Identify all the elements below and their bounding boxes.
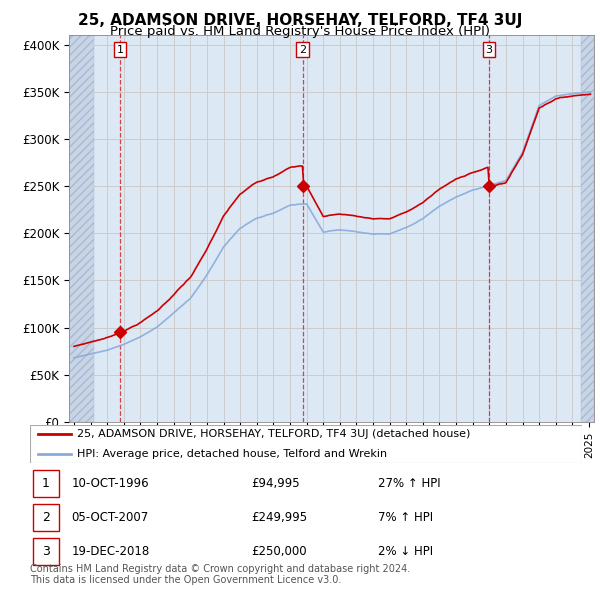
Text: 05-OCT-2007: 05-OCT-2007	[71, 511, 149, 525]
Text: 1: 1	[116, 44, 124, 54]
Text: 3: 3	[485, 44, 493, 54]
Bar	[69, 35, 94, 422]
Text: Contains HM Land Registry data © Crown copyright and database right 2024.
This d: Contains HM Land Registry data © Crown c…	[30, 563, 410, 585]
Text: 27% ↑ HPI: 27% ↑ HPI	[378, 477, 440, 490]
Text: 7% ↑ HPI: 7% ↑ HPI	[378, 511, 433, 525]
Text: 2% ↓ HPI: 2% ↓ HPI	[378, 545, 433, 558]
Text: Price paid vs. HM Land Registry's House Price Index (HPI): Price paid vs. HM Land Registry's House …	[110, 25, 490, 38]
FancyBboxPatch shape	[33, 538, 59, 565]
Text: £249,995: £249,995	[251, 511, 307, 525]
Text: HPI: Average price, detached house, Telford and Wrekin: HPI: Average price, detached house, Telf…	[77, 448, 387, 458]
Text: 19-DEC-2018: 19-DEC-2018	[71, 545, 149, 558]
FancyBboxPatch shape	[33, 504, 59, 531]
Text: 25, ADAMSON DRIVE, HORSEHAY, TELFORD, TF4 3UJ (detached house): 25, ADAMSON DRIVE, HORSEHAY, TELFORD, TF…	[77, 430, 470, 440]
Bar	[581, 35, 594, 422]
Text: 1: 1	[42, 477, 50, 490]
Text: £94,995: £94,995	[251, 477, 299, 490]
Text: £250,000: £250,000	[251, 545, 307, 558]
FancyBboxPatch shape	[30, 425, 582, 463]
Text: 3: 3	[42, 545, 50, 558]
FancyBboxPatch shape	[33, 470, 59, 497]
Text: 25, ADAMSON DRIVE, HORSEHAY, TELFORD, TF4 3UJ: 25, ADAMSON DRIVE, HORSEHAY, TELFORD, TF…	[78, 13, 522, 28]
Text: 2: 2	[299, 44, 306, 54]
Text: 10-OCT-1996: 10-OCT-1996	[71, 477, 149, 490]
Text: 2: 2	[42, 511, 50, 525]
